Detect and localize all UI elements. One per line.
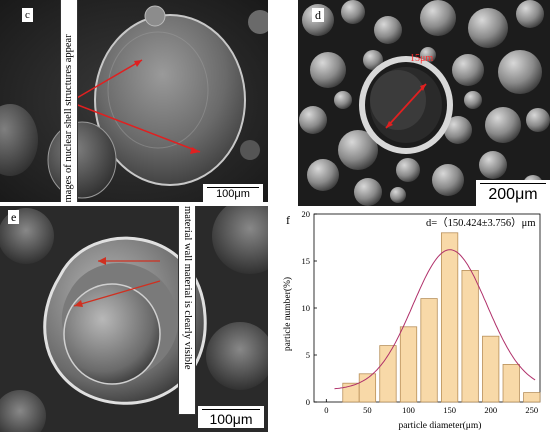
particle [464,91,482,109]
particle [516,0,544,28]
histogram-bar [379,345,397,403]
particle [374,16,402,44]
y-tick-label: 15 [302,256,311,266]
panel-e-callout: Core material wall material is clearly v… [178,206,196,415]
particle [420,0,456,36]
scale-text: 100μm [216,188,250,200]
histogram-chart: f d=（150.424±3.756）μm particle diameter(… [282,209,541,431]
panel-c-scalebar: 100μm [203,184,263,202]
panel-e-sem-image: e Core material wall material is clearly… [0,206,268,432]
y-tick-label: 20 [302,209,311,219]
x-tick-label: 100 [402,405,415,415]
scale-text: 100μm [209,411,253,427]
particle [479,151,507,179]
x-tick-label: 250 [525,405,538,415]
particle [526,108,550,132]
particle [310,52,346,88]
particle [307,159,339,191]
sem-image-d [298,0,550,206]
x-tick-label: 200 [484,405,497,415]
particle [485,107,521,143]
particle [354,178,382,206]
histogram-bar [440,232,459,403]
panel-d-sem-image: d 15μm 200μm [298,0,550,206]
particle [341,0,365,24]
particle [334,91,352,109]
panel-c-label: c [22,8,33,22]
particle [299,106,327,134]
y-tick-label: 0 [306,397,310,407]
particle [396,158,420,182]
scale-line [202,409,260,410]
y-axis-label: particle number(%) [282,277,293,351]
particle [498,50,542,94]
scale-line [207,187,259,188]
panel-d-scalebar: 200μm [476,180,550,206]
panel-f-histogram: f d=（150.424±3.756）μm particle diameter(… [278,206,550,432]
panel-c-callout: Images of nuclear shell structures appea… [60,0,78,202]
histogram-bar [420,298,438,403]
panel-e-label: e [8,210,20,224]
particle [432,164,464,196]
panel-f-label: f [286,213,290,227]
histogram-bar [482,335,500,403]
histogram-bar [461,270,479,403]
sem-image-c [0,0,268,202]
particle-field [299,0,550,206]
panel-c-sem-image: c Images of nuclear shell structures app… [0,0,268,202]
scale-text: 200μm [488,186,538,203]
scale-line [480,183,546,184]
histogram-bar [523,392,541,403]
x-axis-label: particle diameter(μm) [399,420,482,431]
x-tick-label: 50 [363,405,372,415]
particle [444,116,472,144]
x-tick-label: 150 [443,405,456,415]
panel-e-scalebar: 100μm [198,406,264,428]
particle [420,47,436,63]
histogram-bar [502,363,520,403]
panel-d-label: d [312,8,324,22]
measure-label: 15μm [410,53,434,64]
particle [338,130,378,170]
y-tick-label: 10 [302,303,311,313]
histogram-bar [399,326,418,403]
particle [390,187,406,203]
particle [468,8,508,48]
x-tick-label: 0 [324,405,328,415]
fit-annotation: d=（150.424±3.756）μm [426,217,535,229]
y-tick-label: 5 [306,350,310,360]
sem-image-e [0,206,268,432]
particle [363,50,383,70]
particle [452,54,484,86]
gaussian-fit-curve [334,249,536,390]
